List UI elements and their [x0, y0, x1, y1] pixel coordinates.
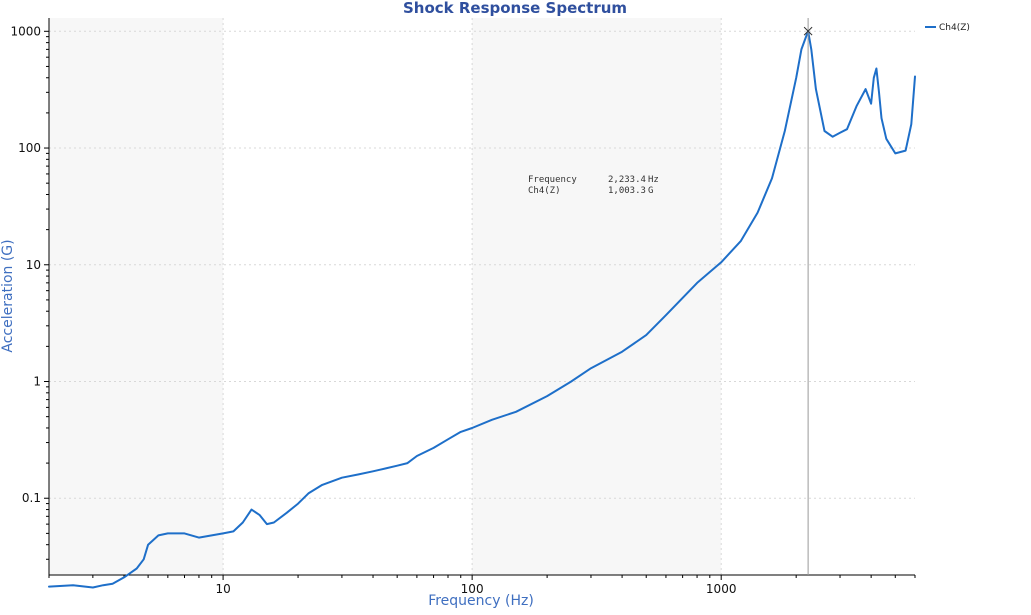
background-band	[472, 18, 722, 575]
y-tick-label: 1000	[10, 24, 41, 38]
cursor-frequency-unit: Hz	[648, 175, 659, 185]
series-line	[48, 30, 916, 589]
y-tick-label: 1	[33, 375, 41, 389]
chart-title: Shock Response Spectrum	[403, 0, 627, 17]
cursor-channel-unit: G	[648, 186, 653, 196]
x-tick-label: 10	[215, 582, 230, 596]
axes	[48, 18, 915, 576]
cursor-marker	[803, 26, 813, 36]
background-band	[49, 18, 224, 575]
x-tick-label: 1000	[706, 582, 737, 596]
background-bands	[49, 18, 722, 575]
cursor-frequency-value: 2,233.4	[608, 175, 646, 185]
y-tick-label: 10	[26, 258, 41, 272]
cursor-frequency-label: Frequency	[528, 175, 577, 185]
series-group	[48, 30, 916, 589]
x-tick-label: 100	[461, 582, 484, 596]
ticks: 0.1 1 10 100 1000 10 100 1000	[10, 24, 916, 596]
cursor-group[interactable]	[803, 18, 813, 575]
cursor-channel-value: 1,003.3	[608, 186, 646, 196]
legend[interactable]: Ch4(Z)	[925, 23, 970, 33]
cursor-channel-label: Ch4(Z)	[528, 186, 561, 196]
x-axis-title: Frequency (Hz)	[428, 593, 534, 609]
grid-lines	[49, 18, 915, 575]
y-tick-label: 100	[18, 141, 41, 155]
cursor-readout: Frequency 2,233.4 Hz Ch4(Z) 1,003.3 G	[528, 175, 659, 196]
y-axis-title: Acceleration (G)	[0, 239, 16, 352]
legend-label: Ch4(Z)	[939, 23, 970, 33]
y-tick-label: 0.1	[22, 491, 41, 505]
